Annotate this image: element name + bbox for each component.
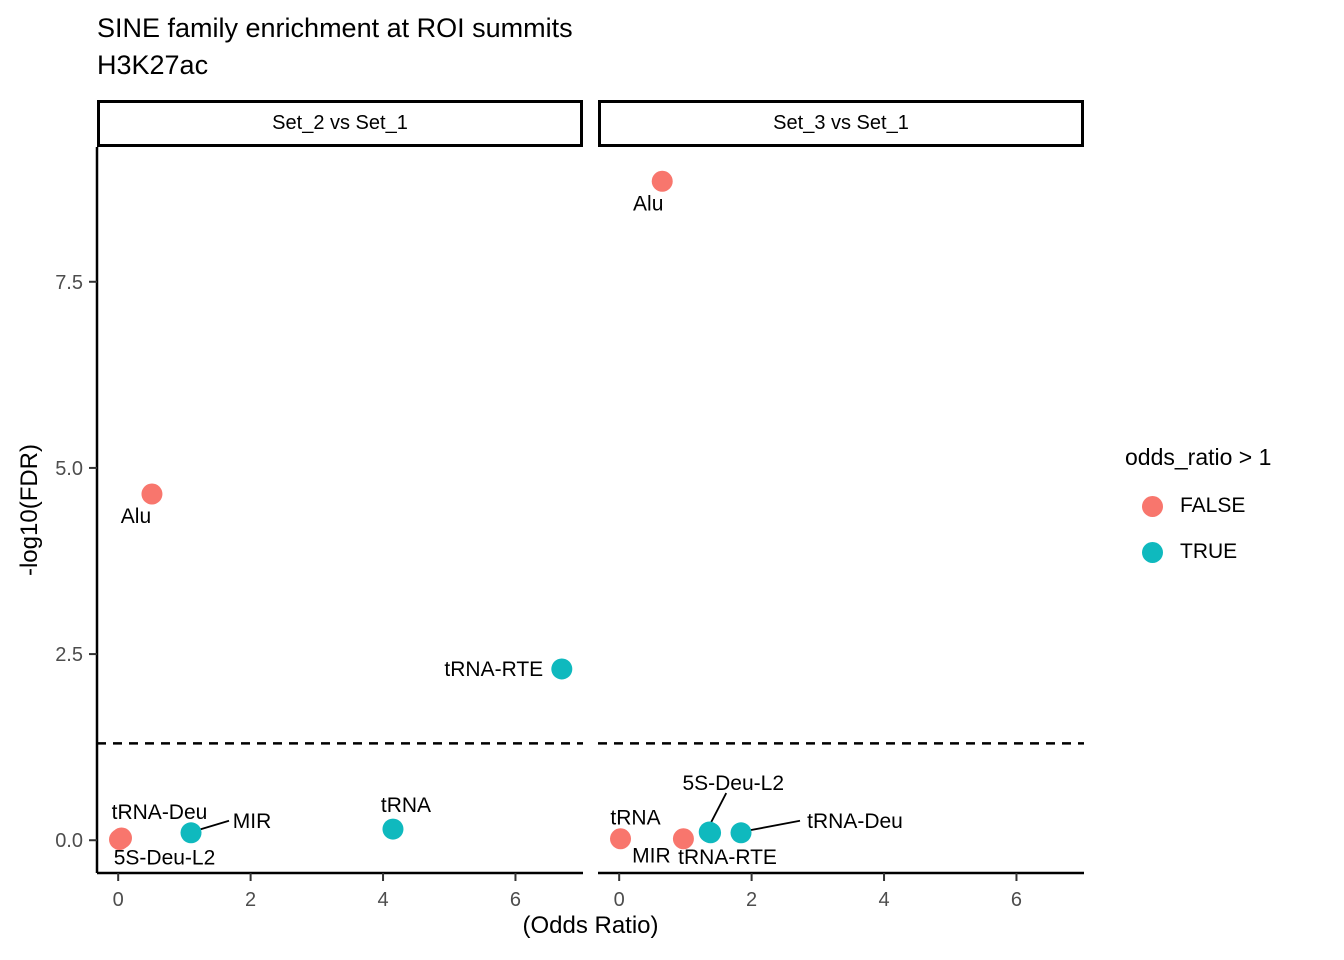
data-point-MIR: [672, 828, 694, 850]
data-point-tRNA-Deu: [730, 822, 752, 844]
y-tick-label: 2.5: [55, 644, 83, 666]
x-tick-label: 4: [377, 889, 388, 911]
y-tick-label: 0.0: [55, 830, 83, 852]
legend: odds_ratio > 1 FALSE TRUE: [1125, 444, 1271, 575]
point-label-5S-Deu-L2: 5S-Deu-L2: [682, 772, 784, 795]
x-tick-label: 0: [113, 889, 124, 911]
legend-item-label: FALSE: [1180, 494, 1246, 517]
legend-item-false: FALSE: [1125, 483, 1271, 529]
legend-title: odds_ratio > 1: [1125, 444, 1272, 470]
point-label-Alu: Alu: [121, 505, 151, 528]
x-axis-title: (Odds Ratio): [522, 912, 659, 939]
legend-item-label: TRUE: [1180, 540, 1238, 563]
data-point-Alu: [651, 170, 673, 192]
data-point-MIR: [180, 822, 202, 844]
y-tick-label: 7.5: [55, 272, 83, 294]
data-point-5S-Deu-L2: [109, 828, 131, 850]
x-tick-label: 6: [510, 889, 521, 911]
point-label-Alu: Alu: [633, 192, 663, 215]
point-label-MIR: MIR: [632, 845, 671, 868]
data-point-Alu: [141, 483, 163, 505]
facet-strip-label: Set_2 vs Set_1: [272, 112, 408, 134]
point-label-tRNA-Deu: tRNA-Deu: [112, 801, 208, 824]
point-label-tRNA: tRNA: [381, 794, 431, 817]
chart-title: SINE family enrichment at ROI summits: [97, 13, 573, 43]
label-leader-line: [198, 819, 230, 831]
point-label-5S-Deu-L2: 5S-Deu-L2: [114, 846, 216, 869]
label-leader-line: [746, 819, 801, 832]
panel-plot-area: 0 2 4 6 0.0 2.5 5.0 7.5 Alu tRNA-RTE tRNA MIR tRNA-D…: [55, 147, 583, 911]
point-label-tRNA-RTE: tRNA-RTE: [444, 658, 543, 681]
point-label-MIR: MIR: [233, 810, 271, 833]
facet-strip-label: Set_3 vs Set_1: [773, 112, 909, 134]
chart-subtitle: H3K27ac: [97, 50, 209, 80]
legend-swatch-false-icon: [1142, 495, 1163, 517]
data-point-tRNA-RTE: [551, 658, 573, 680]
legend-swatch-true-icon: [1142, 541, 1163, 563]
label-leader-line: [710, 792, 728, 823]
facet-panel-set2-vs-set1: 0 2 4 6 0.0 2.5 5.0 7.5 Alu tRNA-RTE tRNA MIR tRNA-D…: [55, 147, 583, 911]
panel-plot-area: 0 2 4 6 Alu tRNA MIR tRNA-RTE 5S-Deu-L2 tRNA-Deu: [598, 170, 1084, 911]
x-tick-label: 0: [614, 889, 625, 911]
facet-strip-set3-vs-set1: Set_3 vs Set_1: [598, 100, 1084, 147]
legend-item-true: TRUE: [1125, 529, 1271, 575]
data-point-tRNA: [382, 818, 404, 840]
data-point-5S-Deu-L2: [698, 821, 720, 843]
data-point-tRNA: [610, 828, 632, 850]
facet-panel-set3-vs-set1: 0 2 4 6 Alu tRNA MIR tRNA-RTE 5S-Deu-L2 tRNA-Deu: [598, 147, 1084, 911]
point-label-tRNA: tRNA: [610, 807, 660, 830]
point-label-tRNA-RTE: tRNA-RTE: [678, 846, 777, 869]
facet-strip-set2-vs-set1: Set_2 vs Set_1: [97, 100, 583, 147]
x-tick-label: 6: [1011, 889, 1022, 911]
x-tick-label: 2: [245, 889, 256, 911]
y-axis-title: -log10(FDR): [16, 443, 43, 577]
x-tick-label: 4: [878, 889, 889, 911]
y-tick-label: 5.0: [55, 458, 83, 480]
point-label-tRNA-Deu: tRNA-Deu: [807, 810, 903, 833]
x-tick-label: 2: [746, 889, 757, 911]
